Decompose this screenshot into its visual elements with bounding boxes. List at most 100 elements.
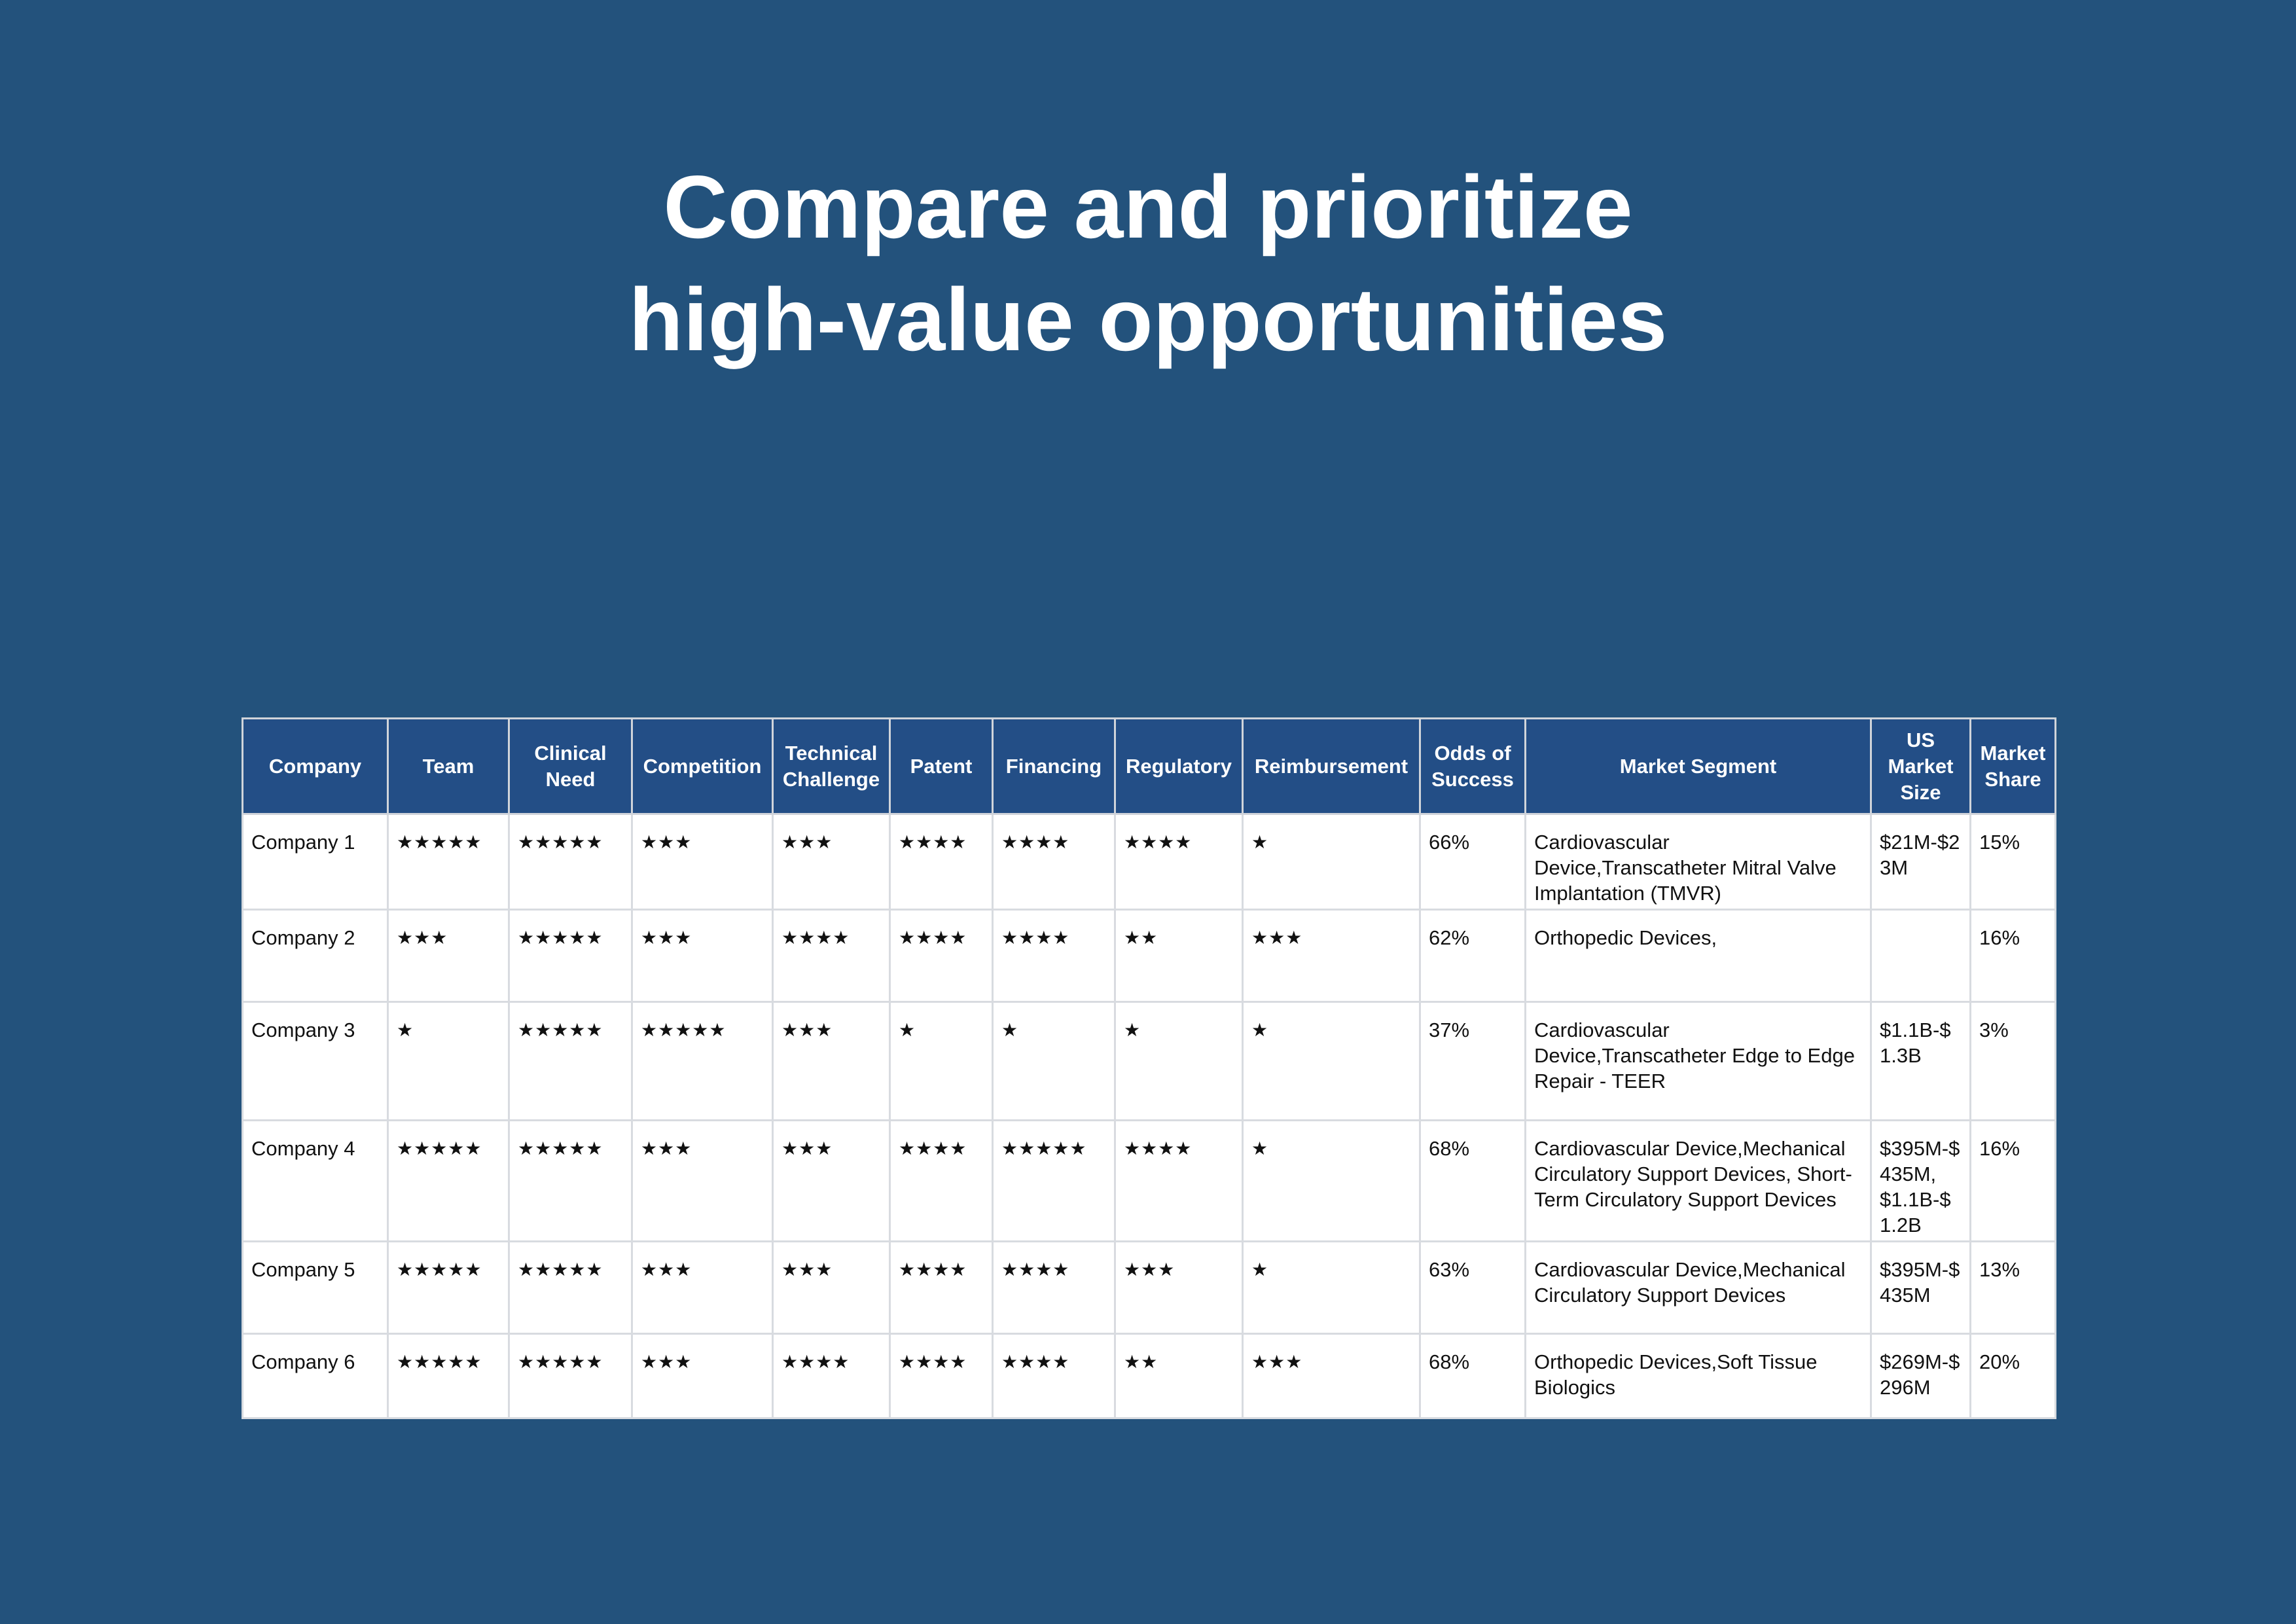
table-cell: ★★★: [631, 1119, 774, 1242]
table-cell: Cardiovascular Device,Transcatheter Mitr…: [1524, 813, 1872, 911]
table-cell: 15%: [1969, 813, 2056, 911]
table-cell: ★★★★★: [387, 1119, 510, 1242]
table-cell: $21M-$23M: [1870, 813, 1971, 911]
column-header: Financing: [992, 717, 1116, 815]
table-cell: ★★★★★: [387, 1240, 510, 1335]
table-cell: 16%: [1969, 1119, 2056, 1242]
table-cell: ★★★★: [889, 1333, 994, 1419]
title-line: Compare and prioritize: [663, 157, 1633, 257]
table-cell: ★: [387, 1001, 510, 1121]
table-cell: Company 3: [242, 1001, 389, 1121]
table-cell: 37%: [1419, 1001, 1526, 1121]
table-cell: 68%: [1419, 1119, 1526, 1242]
table-row: Company 5 ★★★★★ ★★★★★ ★★★ ★★★ ★★★★ ★★★★ ★★★ ★ 63%…: [242, 1240, 2056, 1335]
table-body: Company 1 ★★★★★ ★★★★★ ★★★ ★★★ ★★★★ ★★★★ ★★★★ ★ 66…: [242, 813, 2056, 1419]
column-header: Competition: [631, 717, 774, 815]
table-row: Company 6 ★★★★★ ★★★★★ ★★★ ★★★★ ★★★★ ★★★★ ★★ ★★★ 6…: [242, 1333, 2056, 1419]
table-cell: ★★★★★: [508, 1333, 633, 1419]
column-header: Regulatory: [1114, 717, 1244, 815]
table-cell: ★★★: [631, 1333, 774, 1419]
table-cell: ★: [992, 1001, 1116, 1121]
column-header: Clinical Need: [508, 717, 633, 815]
table-cell: 62%: [1419, 909, 1526, 1003]
table-row: Company 1 ★★★★★ ★★★★★ ★★★ ★★★ ★★★★ ★★★★ ★★★★ ★ 66…: [242, 813, 2056, 911]
comparison-table: Company Team Clinical Need Competition Techn…: [242, 717, 2056, 1419]
table-cell: [1870, 909, 1971, 1003]
table-cell: ★★: [1114, 909, 1244, 1003]
table-cell: ★: [1114, 1001, 1244, 1121]
table-cell: 16%: [1969, 909, 2056, 1003]
table-cell: ★★★★★: [508, 1240, 633, 1335]
table-cell: ★★★★★: [992, 1119, 1116, 1242]
column-header: US Market Size: [1870, 717, 1971, 815]
table-cell: $1.1B-$1.3B: [1870, 1001, 1971, 1121]
table-cell: 66%: [1419, 813, 1526, 911]
column-header: Market Segment: [1524, 717, 1872, 815]
table-cell: Orthopedic Devices,: [1524, 909, 1872, 1003]
table-row: Company 4 ★★★★★ ★★★★★ ★★★ ★★★ ★★★★ ★★★★★ ★★★★ ★ 6…: [242, 1119, 2056, 1242]
table-cell: ★★★★: [1114, 1119, 1244, 1242]
table-cell: ★★★: [772, 813, 891, 911]
table-cell: ★★★: [387, 909, 510, 1003]
table-cell: $395M-$435M, $1.1B-$1.2B: [1870, 1119, 1971, 1242]
table-cell: ★★★: [1242, 1333, 1421, 1419]
table-cell: ★★★: [631, 909, 774, 1003]
table-cell: ★: [1242, 1240, 1421, 1335]
table-cell: ★★★: [772, 1001, 891, 1121]
table-cell: ★★★★★: [508, 909, 633, 1003]
table-cell: ★★★: [1114, 1240, 1244, 1335]
table-cell: ★★: [1114, 1333, 1244, 1419]
table-cell: Cardiovascular Device,Mechanical Circula…: [1524, 1240, 1872, 1335]
table-cell: ★: [889, 1001, 994, 1121]
table-cell: Company 4: [242, 1119, 389, 1242]
table-cell: 13%: [1969, 1240, 2056, 1335]
column-header: Odds of Success: [1419, 717, 1526, 815]
table-cell: Company 2: [242, 909, 389, 1003]
table-cell: ★★★★: [992, 1333, 1116, 1419]
table-cell: ★★★: [631, 1240, 774, 1335]
column-header: Reimbursement: [1242, 717, 1421, 815]
table-cell: ★: [1242, 813, 1421, 911]
table-cell: ★★★★: [1114, 813, 1244, 911]
table-cell: ★★★★: [772, 909, 891, 1003]
column-header: Company: [242, 717, 389, 815]
table-cell: 63%: [1419, 1240, 1526, 1335]
column-header: Patent: [889, 717, 994, 815]
table-row: Company 3 ★ ★★★★★ ★★★★★ ★★★ ★ ★ ★ ★ 37% Cardiovasc…: [242, 1001, 2056, 1121]
table-cell: ★★★★: [889, 1119, 994, 1242]
table-cell: ★★★★★: [631, 1001, 774, 1121]
table-cell: Company 6: [242, 1333, 389, 1419]
table-cell: ★: [1242, 1119, 1421, 1242]
table-cell: ★★★★: [992, 813, 1116, 911]
table-cell: $395M-$435M: [1870, 1240, 1971, 1335]
table-cell: ★★★: [772, 1119, 891, 1242]
table-cell: ★★★: [1242, 909, 1421, 1003]
title-line: high-value opportunities: [628, 270, 1668, 369]
table-cell: ★★★★: [889, 813, 994, 911]
table-cell: Cardiovascular Device,Mechanical Circula…: [1524, 1119, 1872, 1242]
table-row: Company 2 ★★★ ★★★★★ ★★★ ★★★★ ★★★★ ★★★★ ★★ ★★★ 62%…: [242, 909, 2056, 1003]
table-cell: ★: [1242, 1001, 1421, 1121]
table-cell: ★★★: [631, 813, 774, 911]
table-cell: ★★★★: [889, 1240, 994, 1335]
table-cell: 68%: [1419, 1333, 1526, 1419]
table-cell: ★★★: [772, 1240, 891, 1335]
table-cell: ★★★★★: [508, 1119, 633, 1242]
table-cell: ★★★★: [992, 909, 1116, 1003]
table-cell: ★★★★: [772, 1333, 891, 1419]
table-cell: 20%: [1969, 1333, 2056, 1419]
table-cell: ★★★★★: [387, 1333, 510, 1419]
column-header: Market Share: [1969, 717, 2056, 815]
table-cell: Cardiovascular Device,Transcatheter Edge…: [1524, 1001, 1872, 1121]
slide-title: Compare and prioritize high-value opport…: [0, 151, 2296, 376]
table-cell: ★★★★★: [387, 813, 510, 911]
table-cell: Company 1: [242, 813, 389, 911]
column-header: Technical Challenge: [772, 717, 891, 815]
table-cell: Orthopedic Devices,Soft Tissue Biologics: [1524, 1333, 1872, 1419]
table-cell: ★★★★★: [508, 1001, 633, 1121]
header-row: Company Team Clinical Need Competition Techn…: [242, 717, 2056, 815]
table-cell: ★★★★★: [508, 813, 633, 911]
column-header: Team: [387, 717, 510, 815]
table-cell: 3%: [1969, 1001, 2056, 1121]
